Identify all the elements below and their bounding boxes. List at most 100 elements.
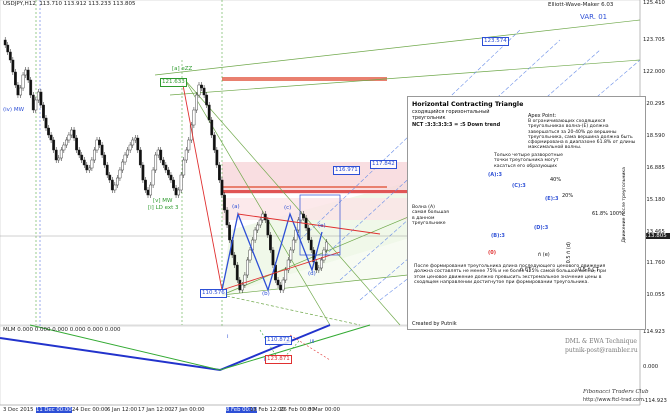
price-tag-3[interactable]: 117.842: [370, 160, 397, 169]
candle-body: [146, 189, 150, 196]
candle-body: [210, 119, 214, 136]
info-subtitle: сходящийся горизонтальный треугольник: [412, 109, 490, 121]
point-b: (B):3: [491, 233, 505, 239]
candlestick-series: [3, 37, 328, 293]
after-text: После формирования треугольника длина по…: [414, 264, 607, 285]
candle-body: [240, 284, 244, 291]
candle-body: [85, 164, 89, 171]
ind-axis-top: 114.923: [643, 329, 665, 335]
wave-a-text: Волна (А) самая большая в данном треугол…: [412, 205, 449, 226]
pct-40: 40%: [550, 177, 562, 183]
info-title: Horizontal Contracting Triangle: [412, 101, 524, 108]
candle-body: [31, 94, 35, 111]
triangle-boundaries: [182, 84, 381, 291]
price-axis-label: 122.000: [643, 69, 665, 75]
candle-body: [52, 139, 56, 151]
point-0: (0): [488, 250, 497, 256]
candle-body: [138, 149, 142, 166]
candle-body: [110, 179, 114, 191]
wave-label-iv: (iv) MW: [3, 107, 25, 113]
candle-body: [179, 174, 183, 191]
candle-body: [284, 269, 288, 281]
candle-body: [253, 229, 257, 241]
wave-label-a-ezz: [a] eZZ: [172, 66, 193, 72]
candle-body: [154, 154, 158, 171]
candle-body: [187, 139, 191, 151]
candle-body: [156, 149, 160, 156]
wave-label-b: (b): [262, 291, 270, 297]
candle-body: [151, 169, 155, 186]
apex-text: В ограничивающих сходящихся треугольника…: [528, 119, 636, 151]
indicator-header: MLM 0.000 0.000 0.000 0.000 0.000 0.000: [3, 327, 121, 333]
info-formula: NCT :3:3:3:3:3 = :5 Down trend: [412, 122, 501, 128]
time-axis-label: 27 Jan 00:00: [171, 407, 205, 413]
candle-body: [49, 134, 53, 141]
time-axis-label: 8 Feb 00:00: [226, 407, 258, 413]
candle-body: [62, 144, 66, 151]
salmon-level-1: [222, 77, 387, 81]
candle-body: [189, 124, 193, 141]
symbol-header: USDJPY,H12 113.710 113.912 113.233 113.8…: [3, 1, 136, 8]
price-tag-5[interactable]: 110.576: [200, 289, 227, 298]
candle-body: [205, 94, 209, 106]
candle-body: [34, 99, 38, 111]
candle-body: [103, 154, 107, 166]
candle-body: [16, 84, 20, 96]
point-a: (A):3: [488, 172, 502, 178]
candle-body: [3, 39, 7, 46]
candle-body: [195, 94, 198, 111]
price-tag-4[interactable]: 116.971: [333, 166, 360, 175]
candle-body: [67, 134, 71, 141]
candle-body: [286, 259, 290, 271]
candle-body: [121, 161, 124, 171]
apex-title: Apex Point:: [528, 113, 557, 119]
candle-body: [248, 249, 252, 261]
candle-body: [314, 261, 318, 271]
candle-body: [141, 164, 145, 181]
pct-20: 20%: [562, 193, 574, 199]
candle-body: [263, 213, 267, 221]
candle-body: [82, 159, 86, 166]
touch-text: Только четыре разворотные точки треуголь…: [494, 153, 563, 169]
t-d-vertical: 0.5 ñ (d): [566, 242, 572, 264]
candle-body: [108, 174, 112, 181]
candle-body: [174, 187, 178, 196]
current-price-tag: 113.805: [643, 233, 670, 239]
price-tag-1[interactable]: 123.574: [482, 37, 509, 46]
candle-body: [36, 91, 40, 101]
candle-body: [80, 154, 84, 161]
candle-body: [113, 184, 117, 191]
candle-body: [19, 87, 22, 96]
candle-body: [200, 84, 203, 89]
ohlc-values: 113.710 113.912 113.233 113.805: [39, 1, 136, 7]
candle-body: [59, 149, 63, 159]
wave-label-c: (c): [284, 205, 292, 211]
t-ct: ñ CT: [520, 267, 532, 273]
candle-body: [317, 267, 321, 271]
candle-body: [172, 179, 175, 189]
candle-body: [159, 149, 163, 161]
point-d: (D):3: [534, 225, 549, 231]
candle-body: [128, 144, 132, 151]
candle-body: [13, 71, 17, 86]
time-axis-label: 16 Feb 12:00: [250, 407, 285, 413]
candle-body: [228, 224, 231, 241]
price-tag-7[interactable]: 123.871: [265, 355, 292, 364]
price-tag-6[interactable]: 110.872: [265, 336, 292, 345]
candle-body: [6, 44, 10, 53]
candle-body: [75, 137, 79, 151]
candle-body: [29, 79, 33, 96]
brand-line2: putnik-post@rambler.ru: [565, 347, 638, 354]
candle-body: [271, 249, 275, 266]
candle-body: [100, 144, 104, 156]
candle-body: [269, 234, 272, 251]
wave-label-v: [v] MW: [153, 198, 173, 204]
candle-body: [166, 169, 170, 176]
candle-body: [123, 154, 127, 163]
candle-body: [77, 149, 81, 156]
price-tag-2[interactable]: 121.633: [160, 78, 187, 87]
candle-body: [223, 194, 226, 211]
candle-body: [118, 169, 122, 179]
candle-body: [302, 213, 305, 219]
candle-body: [320, 259, 323, 269]
